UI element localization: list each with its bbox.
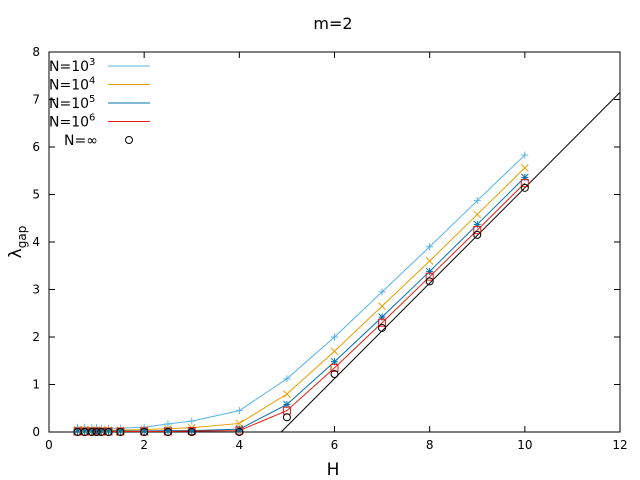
x-tick-label: 8 [426,438,434,452]
series-line-1 [77,167,526,431]
y-tick-label: 8 [32,45,40,59]
y-tick-label: 4 [32,235,40,249]
data-point-s1 [330,347,339,356]
data-point-s4 [235,428,244,436]
legend-label: N=∞ [64,133,98,149]
data-point-s4 [87,428,96,436]
data-point-s1 [283,390,291,398]
data-point-s3 [473,226,482,235]
data-point-s0 [378,288,386,296]
x-tick-label: 0 [45,438,53,452]
y-tick-label: 1 [32,378,40,392]
series-line-3 [77,182,526,433]
data-point-s1 [520,164,529,172]
data-point-s4 [187,428,196,436]
y-tick-label: 3 [32,283,40,297]
y-tick-label: 0 [32,425,40,439]
legend-label: N=103 [49,57,95,75]
series-line-0 [77,154,526,429]
series-markers [73,151,529,436]
y-axis-title-sub: gap [15,226,29,249]
series-lines [77,92,621,433]
legend-label: N=105 [49,94,95,112]
x-axis-title: H [327,460,340,480]
data-point-s2 [140,427,149,435]
plot-frame [48,51,621,433]
data-point-s1 [235,419,244,428]
data-point-s0 [164,420,172,428]
data-point-s0 [426,243,434,251]
data-point-s2 [187,426,196,435]
data-point-s4 [425,277,434,286]
data-point-s1 [378,302,386,310]
svg-text:λgap: λgap [6,226,29,259]
y-tick-label: 7 [32,93,40,107]
data-point-s2 [116,427,125,435]
x-tick-label: 2 [140,438,148,452]
y-tick-label: 2 [32,330,40,344]
x-tick-label: 6 [331,438,339,452]
series-line-2 [77,177,526,432]
y-tick-label: 6 [32,140,40,154]
x-tick-label: 12 [612,438,627,452]
data-point-s2 [104,427,113,435]
data-point-s0 [331,333,338,341]
legend-label: N=104 [49,76,95,94]
y-axis-title-main: λ [6,248,26,258]
data-point-s4 [330,370,339,379]
y-axis-title: λgap [6,226,29,259]
data-point-s4 [163,428,172,436]
data-point-s4 [378,323,387,332]
data-point-s0 [473,197,481,205]
data-point-s3 [520,179,529,188]
data-point-s4 [104,428,113,436]
x-tick-label: 4 [236,438,244,452]
data-point-s4 [473,230,482,239]
x-tick-label: 10 [517,438,532,452]
data-point-s4 [520,183,529,192]
data-point-s4 [116,428,125,436]
reference-line [280,92,621,433]
y-tick-label: 5 [32,188,40,202]
data-point-s0 [235,407,243,415]
data-point-s3 [378,318,387,327]
data-point-s1 [473,210,482,219]
legend-label: N=106 [49,113,95,131]
data-point-s3 [330,363,339,372]
data-point-s0 [188,417,196,425]
data-point-s4 [140,428,149,436]
data-point-s4 [92,428,101,436]
data-point-s1 [425,257,434,265]
legend-swatch [125,136,133,144]
data-point-s3 [425,272,434,281]
chart-title: m=2 [313,14,352,33]
data-point-s4 [282,413,291,422]
data-point-s0 [521,151,529,159]
data-point-s2 [425,267,434,276]
data-point-s0 [283,375,291,383]
